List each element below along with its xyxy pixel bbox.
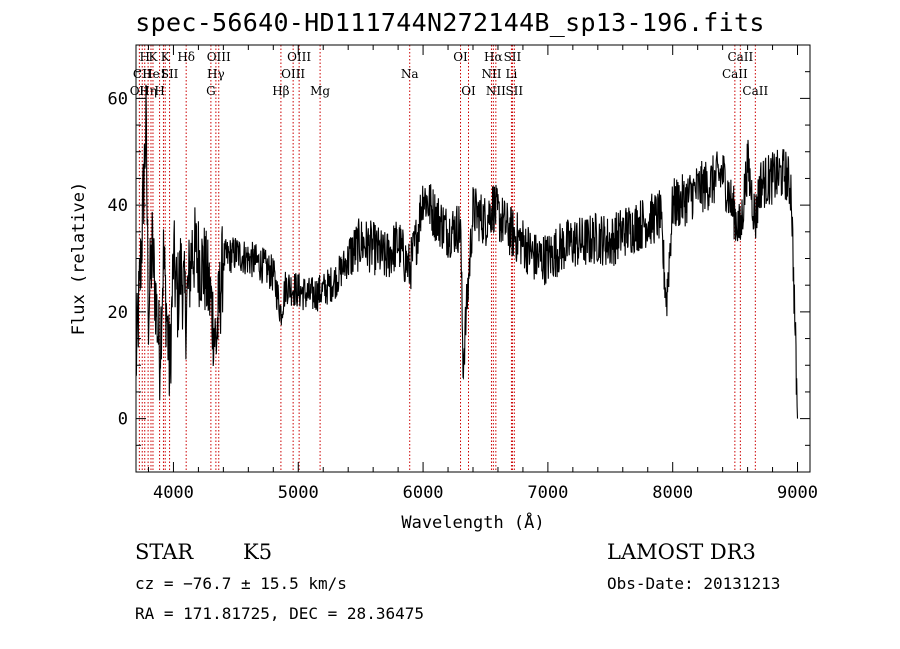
- line-label-17: Mg: [310, 84, 330, 98]
- line-label-4: He: [142, 67, 160, 81]
- y-tick-label-60: 60: [108, 89, 128, 109]
- line-label-7: I: [161, 67, 166, 81]
- line-label-13: OIII: [207, 50, 231, 64]
- spectrum-line: [135, 84, 799, 419]
- line-label-0: OII: [130, 84, 150, 98]
- x-tick-label-9000: 9000: [777, 483, 818, 503]
- line-label-18: Na: [401, 67, 419, 81]
- y-tick-label-40: 40: [108, 196, 128, 216]
- line-labels: OIICIIHHηHeKHIKSIIHδGHγOIIIHβOIIIOIIIMgN…: [130, 50, 769, 98]
- line-label-2: H: [140, 50, 150, 64]
- line-label-12: Hγ: [207, 67, 225, 81]
- line-label-11: G: [206, 84, 216, 98]
- spectral-line-markers: [138, 45, 756, 472]
- coordinates: RA = 171.81725, DEC = 28.36475: [135, 604, 424, 623]
- spectrum-series: [135, 84, 799, 419]
- observation-date: Obs-Date: 20131213: [607, 574, 781, 593]
- axes: 4000 5000 6000 7000 8000 9000 0 20 40 60 Wavelengt…: [69, 44, 818, 533]
- line-label-14: Hβ: [272, 84, 289, 98]
- x-axis-label: Wavelength (Å): [401, 511, 544, 533]
- line-label-8: K: [161, 50, 171, 64]
- line-label-10: Hδ: [177, 50, 195, 64]
- line-label-29: CaII: [742, 84, 768, 98]
- chart-title: spec-56640-HD111744N272144B_sp13-196.fit…: [135, 8, 765, 37]
- line-label-20: OI: [461, 84, 476, 98]
- object-class: STAR: [135, 540, 194, 564]
- x-tick-label-5000: 5000: [278, 483, 319, 503]
- line-label-28: CaII: [727, 50, 753, 64]
- line-label-19: OI: [453, 50, 468, 64]
- line-label-22: Hα: [484, 50, 503, 64]
- line-label-25: SII: [504, 50, 522, 64]
- line-label-21: NII: [481, 67, 501, 81]
- line-label-24: Li: [506, 67, 518, 81]
- line-label-6: H: [154, 84, 164, 98]
- y-axis-label: Flux (relative): [69, 182, 89, 336]
- spectral-subclass: K5: [243, 540, 273, 564]
- x-tick-label-7000: 7000: [527, 483, 568, 503]
- survey-name: LAMOST DR3: [607, 540, 756, 564]
- line-label-23: NII: [486, 84, 506, 98]
- y-tick-label-0: 0: [118, 410, 128, 430]
- line-label-26: SII: [505, 84, 523, 98]
- line-label-27: CaII: [722, 67, 748, 81]
- x-tick-label-6000: 6000: [403, 483, 444, 503]
- x-tick-label-4000: 4000: [153, 483, 194, 503]
- line-label-9: SII: [161, 67, 179, 81]
- line-label-1: CII: [133, 67, 152, 81]
- line-label-3: Hη: [139, 84, 157, 98]
- line-label-15: OIII: [281, 67, 305, 81]
- y-tick-label-20: 20: [108, 303, 128, 323]
- redshift-cz: cz = −76.7 ± 15.5 km/s: [135, 574, 347, 593]
- line-label-16: OIII: [287, 50, 311, 64]
- x-tick-label-8000: 8000: [652, 483, 693, 503]
- line-label-5: K: [148, 50, 158, 64]
